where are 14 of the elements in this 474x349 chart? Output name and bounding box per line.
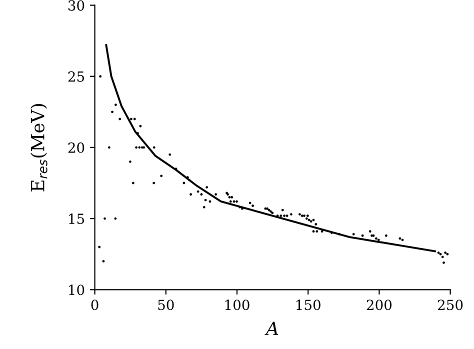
line-series <box>105 44 436 252</box>
x-axis-title: A <box>264 322 278 335</box>
y-tick-label: 25 <box>68 71 84 82</box>
x-tick-label: 100 <box>225 300 250 310</box>
y-tick-label: 20 <box>68 142 84 153</box>
y-tick-label: 10 <box>69 284 84 296</box>
x-tick-label: 150 <box>296 300 320 310</box>
x-tick-label: 250 <box>438 300 463 310</box>
x-tick-label: 50 <box>158 300 174 310</box>
x-tick-label: 200 <box>366 300 392 310</box>
y-tick-label: 30 <box>68 0 84 11</box>
x-tick-label: 0 <box>91 300 98 310</box>
y-tick-label: 15 <box>69 214 84 224</box>
y-axis-title: E$_{res}$(MeV) <box>30 104 48 192</box>
